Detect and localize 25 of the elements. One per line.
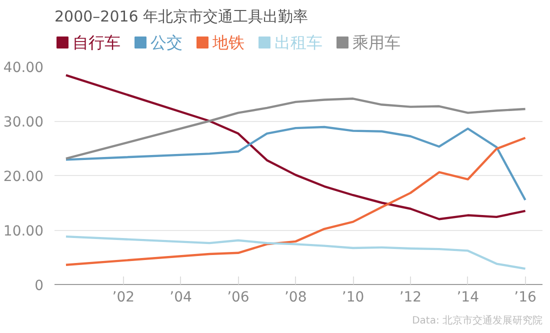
line-series [64,235,526,270]
x-tick-label: ’06 [227,290,250,306]
line-series [64,74,526,220]
x-tick-label: ’04 [170,290,192,306]
y-tick-label: 0 [34,278,44,294]
text: Data: 北京市交通发展研究院 [412,314,543,326]
legend-label: 自行车 [72,33,120,52]
legend-label: 公交 [150,33,182,52]
x-tick-label: ’10 [342,290,364,306]
x-tick-label: ’12 [399,290,422,306]
y-tick-label: 10.00 [3,224,44,240]
y-tick-label: 40.00 [3,60,44,76]
line-series [64,126,526,202]
x-tick-label: ’14 [456,290,480,306]
y-tick-label: 30.00 [3,114,44,130]
x-tick-label: ’16 [514,290,536,306]
legend-label: 地铁 [212,33,244,52]
x-tick-label: ’02 [112,290,135,306]
line-series [64,136,526,266]
chart-title: 2000–2016 年北京市交通工具出勤率 [54,8,308,26]
legend-label: 乘用车 [352,33,400,52]
x-tick-label: ’08 [284,290,307,306]
line-series [64,98,526,160]
y-tick-label: 20.00 [3,169,44,185]
legend-label: 出租车 [274,33,322,52]
